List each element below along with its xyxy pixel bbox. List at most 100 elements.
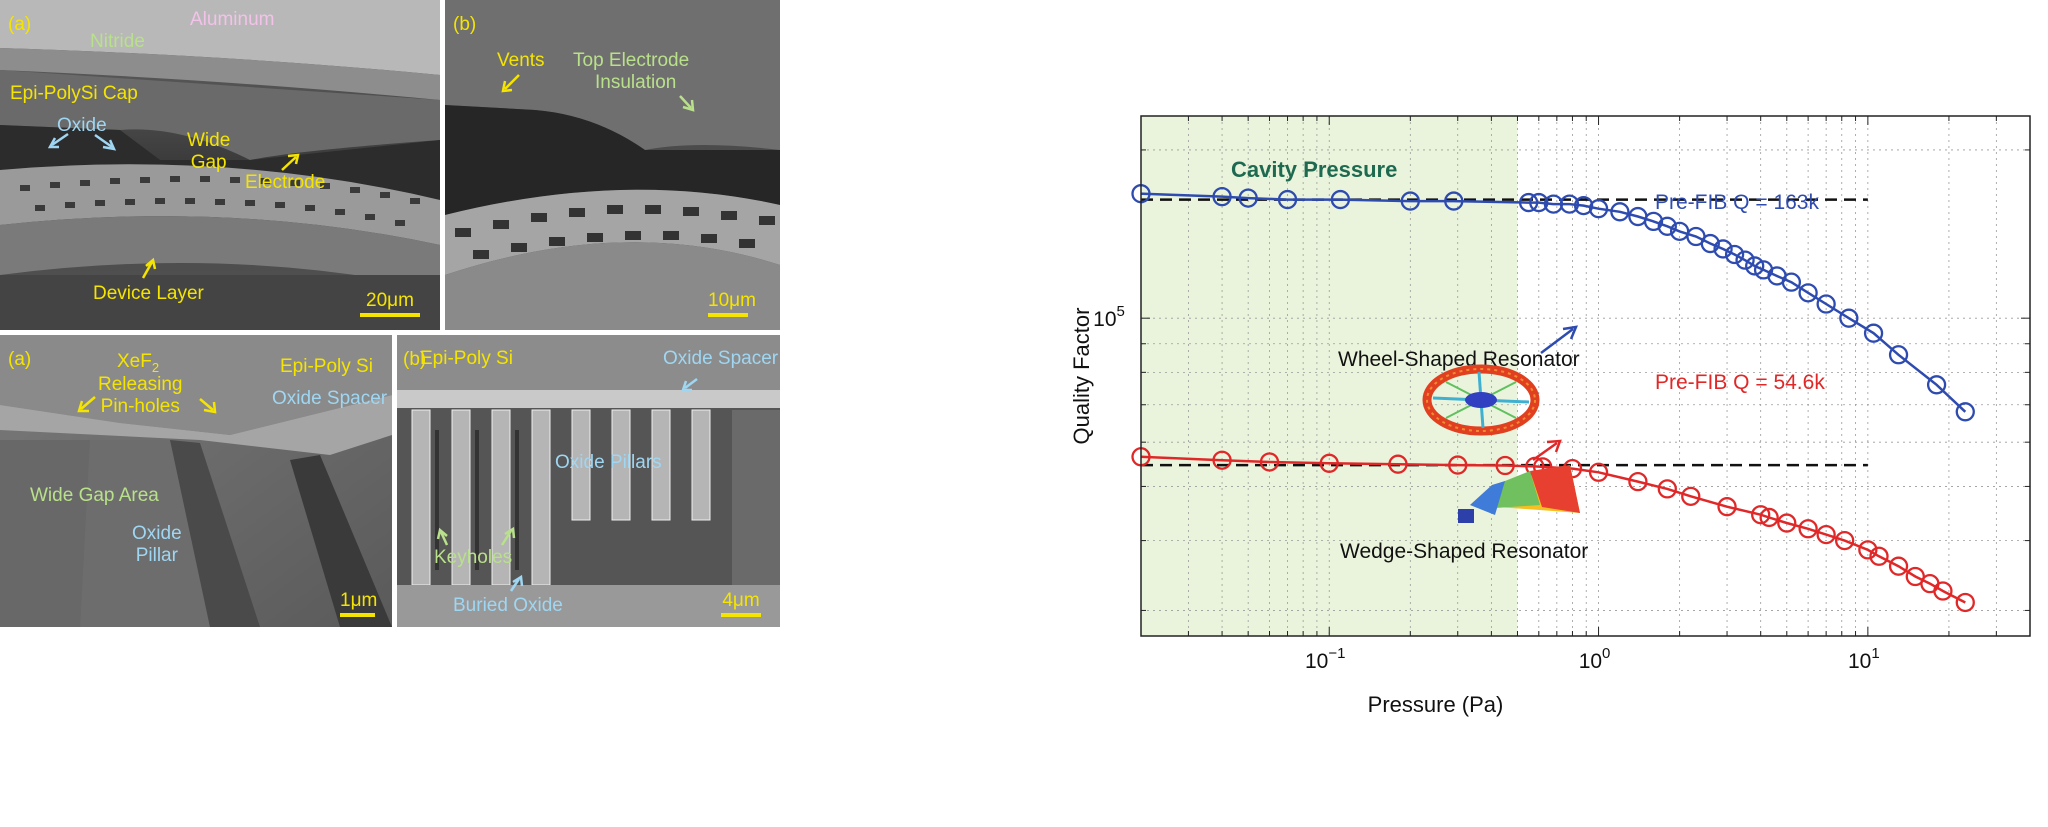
data-point-marker <box>1518 192 1539 213</box>
sem-panel-top-right: (b) Vents Top Electrode Insulation 10μm <box>445 0 780 330</box>
top-electrode-label: Top Electrode Insulation <box>573 50 689 94</box>
wheel-pre-fib-label: Pre-FIB Q = 163k <box>1655 191 1819 214</box>
oxide-spacer-label: Oxide Spacer <box>663 348 779 369</box>
data-point-marker <box>1529 192 1549 213</box>
x-tick-base: 10 <box>1848 650 1871 673</box>
xef2-subscript: 2 <box>151 359 160 375</box>
data-point-marker <box>1495 455 1515 476</box>
sem-image-bottom-left <box>0 335 392 627</box>
scale-bar-label: 1μm <box>340 590 378 611</box>
oxide-spacer-label: Oxide Spacer <box>272 388 388 409</box>
wedge-resonator-icon <box>1458 465 1580 523</box>
scale-bar-line <box>721 613 761 617</box>
data-point-marker <box>1238 188 1258 208</box>
x-tick-exponent: −1 <box>1328 645 1345 662</box>
data-point-marker <box>1330 189 1351 210</box>
oxide-pillar-label: Oxide Pillar <box>132 523 182 567</box>
scale-bar-label: 20μm <box>366 290 414 311</box>
scale-bar: 20μm <box>360 290 420 317</box>
data-point-marker <box>1559 194 1580 214</box>
top-electrode-line-2: Insulation <box>595 72 677 93</box>
scale-bar-label: 4μm <box>722 590 760 611</box>
releasing-line-1: Releasing <box>98 374 183 395</box>
data-point-marker <box>1798 283 1818 303</box>
wide-gap-line-1: Wide <box>187 130 231 151</box>
data-point-marker <box>1816 524 1836 545</box>
scale-bar: 1μm <box>340 590 378 617</box>
wide-gap-line-2: Gap <box>190 152 227 173</box>
data-point-marker <box>1926 375 1947 395</box>
device-layer-label: Device Layer <box>93 283 204 304</box>
data-point-marker <box>1657 479 1677 499</box>
data-point-marker <box>1388 454 1408 474</box>
oxide-pillars-label: Oxide Pillars <box>555 452 662 473</box>
series-line <box>1140 455 1966 604</box>
data-point-marker <box>1724 244 1745 265</box>
x-tick-label: 101 <box>1848 645 1880 673</box>
x-tick-exponent: 1 <box>1871 645 1879 662</box>
panel-tag: (a) <box>8 14 32 35</box>
xef2-text: XeF <box>117 351 152 372</box>
data-point-marker <box>1573 195 1594 216</box>
data-point-marker <box>1713 239 1733 259</box>
cap-label: Epi-PolySi Cap <box>10 83 138 104</box>
scale-bar-line <box>708 313 748 317</box>
wedge-resonator-label: Wedge-Shaped Resonator <box>1340 540 1588 563</box>
scale-bar-line <box>360 313 420 317</box>
data-point-marker <box>1444 191 1464 211</box>
data-point-marker <box>1781 272 1802 292</box>
data-point-marker <box>1212 450 1232 470</box>
vents-label: Vents <box>497 50 545 71</box>
data-point-marker <box>1700 233 1720 254</box>
data-point-marker <box>1277 189 1298 210</box>
scale-bar: 4μm <box>721 590 761 617</box>
data-point-marker <box>1212 186 1232 207</box>
data-point-marker <box>1259 452 1280 472</box>
wedge-pointer-arrowhead <box>1546 439 1562 453</box>
scale-bar-line <box>340 613 375 617</box>
oxide-label: Oxide <box>57 115 107 136</box>
data-point-marker <box>1798 519 1818 539</box>
sem-image-top-left <box>0 0 440 330</box>
data-point-marker <box>1319 453 1339 473</box>
oxide-pillar-line-2: Pillar <box>135 545 178 566</box>
sem-panel-top-left: (a) Aluminum Nitride Epi-PolySi Cap Oxid… <box>0 0 440 330</box>
sem-image-top-right <box>445 0 780 330</box>
data-point-marker <box>1628 471 1648 492</box>
data-point-marker <box>1863 323 1884 343</box>
wide-gap-area-label: Wide Gap Area <box>30 485 159 506</box>
xef2-label: XeF2 <box>117 351 159 379</box>
panel-tag: (b) <box>403 349 427 370</box>
data-point-marker <box>1681 486 1701 506</box>
data-point-marker <box>1735 250 1755 270</box>
releasing-label: Releasing Pin-holes <box>98 374 183 418</box>
electrode-label: Electrode <box>245 172 326 193</box>
scale-bar-label: 10μm <box>708 290 756 311</box>
data-point-marker <box>1717 497 1737 517</box>
data-point-marker <box>1588 199 1609 219</box>
data-point-marker <box>1400 191 1420 211</box>
sem-panel-bottom-right: (b) Epi-Poly Si Oxide Spacer Oxide Pilla… <box>397 335 780 627</box>
data-point-marker <box>1858 540 1878 560</box>
data-point-marker <box>1839 308 1859 328</box>
cavity-pressure-label: Cavity Pressure <box>1231 157 1397 182</box>
y-tick-label: 105 <box>1093 303 1125 331</box>
x-tick-base: 10 <box>1305 650 1328 673</box>
y-tick-base: 10 <box>1093 308 1116 331</box>
data-point-marker <box>1610 202 1630 222</box>
wide-gap-label: Wide Gap <box>187 130 230 174</box>
data-point-marker <box>1888 345 1909 365</box>
scale-bar: 10μm <box>708 290 756 317</box>
data-point-marker <box>1834 530 1855 551</box>
data-point-marker <box>1643 211 1664 232</box>
x-tick-label: 10−1 <box>1305 645 1345 673</box>
x-tick-exponent: 0 <box>1602 645 1610 662</box>
series-line <box>1140 192 1967 413</box>
epi-poly-label: Epi-Poly Si <box>420 348 513 369</box>
top-electrode-line-1: Top Electrode <box>573 50 690 71</box>
wheel-pointer-arrow <box>1540 328 1574 354</box>
plot-frame <box>1140 115 2031 637</box>
panel-tag: (b) <box>453 14 477 35</box>
x-tick-label: 100 <box>1579 645 1611 673</box>
